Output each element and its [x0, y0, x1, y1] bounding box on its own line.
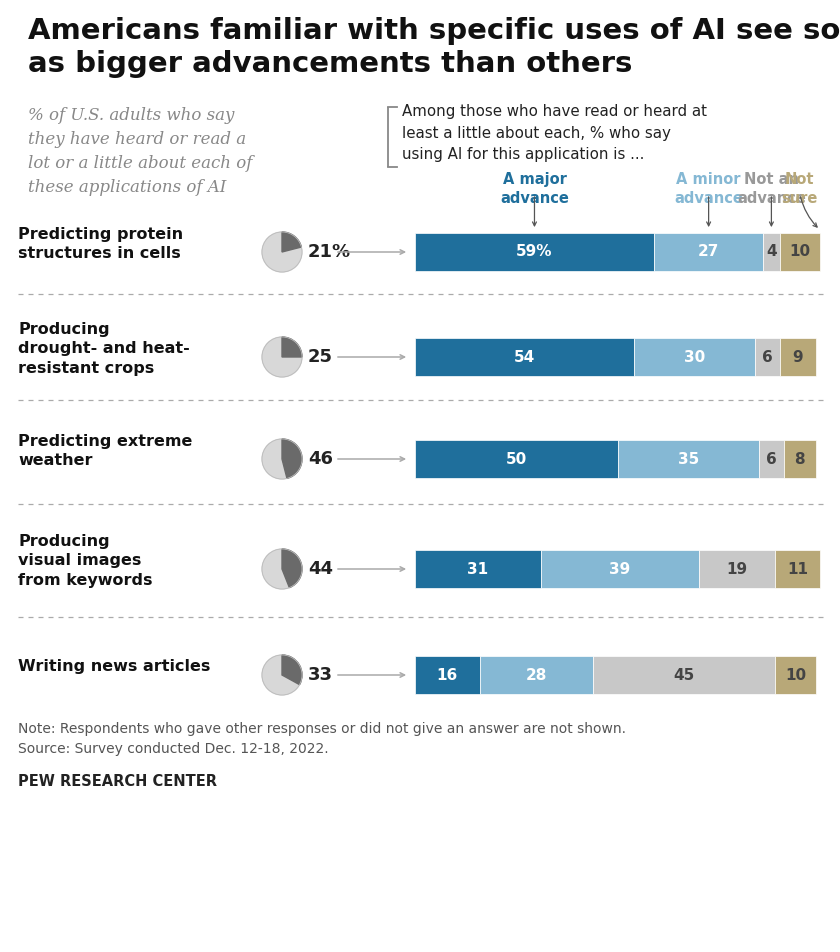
Text: 44: 44 — [308, 560, 333, 578]
Text: 21%: 21% — [308, 243, 351, 261]
Text: 6: 6 — [766, 451, 777, 466]
Text: 25: 25 — [308, 348, 333, 366]
Text: 30: 30 — [684, 349, 705, 365]
Text: 10: 10 — [785, 667, 806, 683]
Circle shape — [262, 337, 302, 377]
Text: 46: 46 — [308, 450, 333, 468]
Circle shape — [262, 439, 302, 479]
Text: 35: 35 — [678, 451, 699, 466]
Text: 19: 19 — [727, 562, 748, 577]
Bar — [415, 338, 633, 376]
Text: Among those who have read or heard at
least a little about each, % who say
using: Among those who have read or heard at le… — [402, 104, 707, 162]
Text: 6: 6 — [762, 349, 773, 365]
Text: 10: 10 — [790, 245, 811, 260]
Bar — [759, 440, 784, 478]
Wedge shape — [282, 337, 302, 357]
Text: 4: 4 — [766, 245, 777, 260]
Wedge shape — [282, 439, 302, 478]
Bar — [415, 440, 617, 478]
Text: Not an
advance: Not an advance — [737, 172, 806, 206]
Text: Americans familiar with specific uses of AI see some
as bigger advancements than: Americans familiar with specific uses of… — [28, 17, 840, 78]
Bar — [633, 338, 755, 376]
Text: 9: 9 — [792, 349, 803, 365]
Text: 45: 45 — [674, 667, 695, 683]
Text: 16: 16 — [437, 667, 458, 683]
Bar — [780, 233, 820, 271]
Text: 8: 8 — [795, 451, 805, 466]
Bar — [593, 656, 775, 694]
Bar — [415, 550, 541, 588]
Bar — [775, 550, 820, 588]
Circle shape — [262, 232, 302, 272]
Text: Predicting protein
structures in cells: Predicting protein structures in cells — [18, 227, 183, 262]
Bar — [775, 656, 816, 694]
Text: A minor
advance: A minor advance — [675, 172, 743, 206]
Text: 31: 31 — [467, 562, 488, 577]
Bar — [699, 550, 775, 588]
Text: 33: 33 — [308, 666, 333, 684]
Text: 11: 11 — [787, 562, 808, 577]
Bar — [764, 233, 780, 271]
Circle shape — [262, 655, 302, 695]
Bar — [415, 233, 654, 271]
Text: Predicting extreme
weather: Predicting extreme weather — [18, 433, 192, 468]
Wedge shape — [282, 655, 302, 684]
Text: Note: Respondents who gave other responses or did not give an answer are not sho: Note: Respondents who gave other respons… — [18, 722, 626, 756]
Text: 50: 50 — [506, 451, 527, 466]
Bar — [755, 338, 780, 376]
Bar — [784, 440, 816, 478]
Text: 28: 28 — [526, 667, 547, 683]
Text: A major
advance: A major advance — [500, 172, 569, 206]
Text: 59%: 59% — [517, 245, 553, 260]
Bar — [541, 550, 699, 588]
Text: PEW RESEARCH CENTER: PEW RESEARCH CENTER — [18, 774, 217, 789]
Text: 27: 27 — [698, 245, 719, 260]
Bar — [480, 656, 593, 694]
Circle shape — [262, 549, 302, 589]
Bar — [654, 233, 764, 271]
Text: Writing news articles: Writing news articles — [18, 660, 210, 675]
Text: 39: 39 — [609, 562, 630, 577]
Text: Producing
visual images
from keywords: Producing visual images from keywords — [18, 534, 153, 588]
Text: Producing
drought- and heat-
resistant crops: Producing drought- and heat- resistant c… — [18, 322, 190, 376]
Wedge shape — [282, 232, 302, 252]
Bar — [780, 338, 816, 376]
Text: % of U.S. adults who say
they have heard or read a
lot or a little about each of: % of U.S. adults who say they have heard… — [28, 107, 252, 196]
Text: Not
sure: Not sure — [781, 172, 818, 206]
Bar — [617, 440, 759, 478]
Text: 54: 54 — [514, 349, 535, 365]
Wedge shape — [282, 549, 302, 587]
Bar — [415, 656, 480, 694]
